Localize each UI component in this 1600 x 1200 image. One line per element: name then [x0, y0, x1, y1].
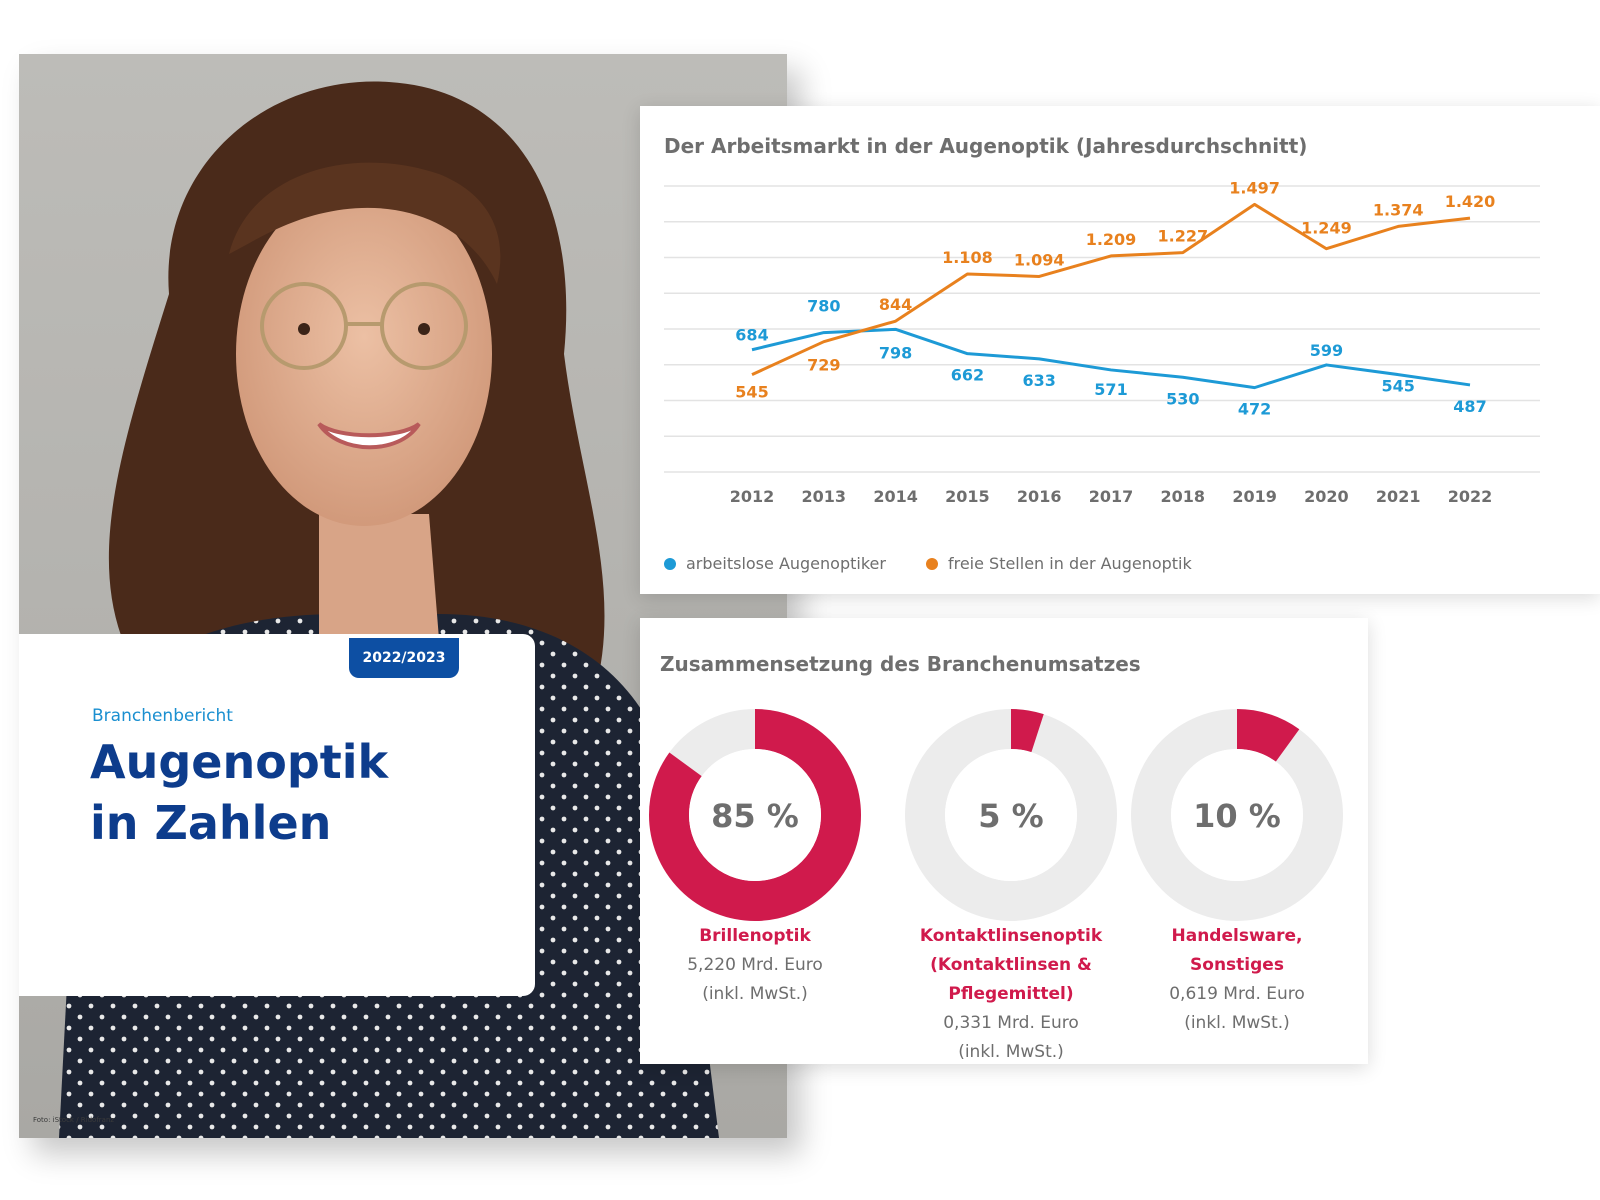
data-label: 684 — [735, 326, 768, 345]
cover-title-line1: Augenoptik — [90, 735, 389, 789]
cover-title-line2: in Zahlen — [90, 796, 332, 850]
donut-kontaktlinsenoptik: 5 % Kontaktlinsenoptik (Kontaktlinsen & … — [866, 708, 1156, 1067]
data-label: 530 — [1166, 389, 1199, 408]
legend-dot-blue — [664, 557, 676, 570]
donut-percent-label: 85 % — [711, 797, 799, 835]
data-label: 599 — [1310, 341, 1343, 360]
slice-amount: 0,619 Mrd. Euro — [1169, 984, 1305, 1004]
line-chart: 2012 2013 2014 2015 2016 2017 2018 2019 2020 2021… — [664, 178, 1540, 506]
slice-name-line2: (Kontaktlinsen & Pflegemittel) — [930, 955, 1092, 1004]
donut-hole — [1171, 749, 1303, 881]
donut-hole — [945, 749, 1077, 881]
data-label: 545 — [1381, 377, 1414, 396]
legend-item-vacancies: freie Stellen in der Augenoptik — [925, 554, 1192, 573]
data-label: 472 — [1238, 400, 1271, 419]
x-tick-label: 2013 — [802, 487, 847, 506]
data-label: 571 — [1094, 380, 1127, 399]
cover-title-card: 2022/2023 Branchenbericht Augenoptik in … — [19, 634, 535, 996]
data-label: 729 — [807, 356, 840, 375]
data-label: 487 — [1453, 397, 1486, 416]
slice-name: Handelsware, — [1171, 926, 1303, 946]
data-label: 1.108 — [942, 248, 993, 267]
slice-note: (inkl. MwSt.) — [1184, 1013, 1290, 1033]
x-tick-label: 2012 — [730, 487, 775, 506]
slice-amount: 5,220 Mrd. Euro — [687, 955, 823, 975]
legend-label-unemployed: arbeitslose Augenoptiker — [686, 554, 886, 573]
series-line-vacancies — [751, 202, 1471, 376]
series-line-unemployed — [751, 327, 1471, 390]
donut-hole — [689, 749, 821, 881]
data-label: 1.249 — [1301, 219, 1352, 238]
x-tick-label: 2019 — [1232, 487, 1277, 506]
slice-name: Kontaktlinsenoptik — [919, 926, 1103, 946]
year-badge: 2022/2023 — [349, 638, 459, 678]
data-label: 798 — [879, 343, 912, 362]
x-tick-label: 2016 — [1017, 487, 1062, 506]
slice-note: (inkl. MwSt.) — [702, 984, 808, 1004]
x-tick-label: 2020 — [1304, 487, 1349, 506]
x-tick-label: 2018 — [1161, 487, 1206, 506]
cover-kicker: Branchenbericht — [92, 706, 233, 726]
donut-brillenoptik: 85 % Brillenoptik 5,220 Mrd. Euro (inkl.… — [642, 708, 868, 1009]
data-label: 1.374 — [1373, 200, 1424, 219]
slice-name: Brillenoptik — [699, 926, 811, 946]
data-label: 780 — [807, 297, 840, 316]
donut-chart-title: Zusammensetzung des Branchenumsatzes — [660, 652, 1141, 676]
donut-handelsware: 10 % Handelsware, Sonstiges 0,619 Mrd. E… — [1124, 708, 1350, 1038]
data-label: 1.497 — [1229, 178, 1280, 197]
x-tick-label: 2014 — [873, 487, 918, 506]
legend-label-vacancies: freie Stellen in der Augenoptik — [947, 554, 1192, 573]
slice-name-line2: Sonstiges — [1190, 955, 1284, 975]
photo-credit: Foto: iStock / Ridofranz — [33, 1116, 115, 1124]
smile-shape — [317, 422, 421, 450]
data-label: 1.209 — [1086, 230, 1137, 249]
donut-label-kontaktlinsenoptik: Kontaktlinsenoptik (Kontaktlinsen & Pfle… — [866, 922, 1156, 1067]
data-label: 1.094 — [1014, 250, 1065, 269]
slice-note: (inkl. MwSt.) — [958, 1042, 1064, 1062]
donut-slice — [649, 709, 861, 921]
donut-chart-kontaktlinsenoptik: 5 % — [905, 709, 1117, 921]
x-tick-label: 2022 — [1448, 487, 1493, 506]
slice-amount: 0,331 Mrd. Euro — [943, 1013, 1079, 1033]
data-label: 633 — [1022, 371, 1055, 390]
donut-percent-label: 5 % — [978, 797, 1043, 835]
line-chart-legend: arbeitslose Augenoptiker freie Stellen i… — [664, 554, 1192, 573]
data-label: 1.420 — [1445, 192, 1496, 211]
donut-chart-handelsware: 10 % — [1131, 709, 1343, 921]
face-shape — [236, 182, 492, 526]
donut-label-brillenoptik: Brillenoptik 5,220 Mrd. Euro (inkl. MwSt… — [642, 922, 868, 1009]
x-tick-label: 2015 — [945, 487, 990, 506]
x-tick-label: 2021 — [1376, 487, 1421, 506]
donut-chart-brillenoptik: 85 % — [649, 709, 861, 921]
data-label: 844 — [879, 295, 912, 314]
revenue-composition-panel: Zusammensetzung des Branchenumsatzes 85 … — [640, 618, 1368, 1064]
donut-label-handelsware: Handelsware, Sonstiges 0,619 Mrd. Euro (… — [1124, 922, 1350, 1038]
cover-title: Augenoptik in Zahlen — [90, 732, 388, 854]
donut-slice — [1131, 709, 1343, 921]
legend-dot-orange — [925, 557, 938, 570]
donut-slice — [905, 709, 1117, 921]
line-chart-title: Der Arbeitsmarkt in der Augenoptik (Jahr… — [664, 134, 1308, 158]
neck-shape — [319, 514, 439, 666]
labour-market-chart-panel: Der Arbeitsmarkt in der Augenoptik (Jahr… — [640, 106, 1600, 594]
donut-percent-label: 10 % — [1193, 797, 1281, 835]
legend-item-unemployed: arbeitslose Augenoptiker — [664, 554, 886, 573]
data-label: 1.227 — [1157, 227, 1208, 246]
hair-front — [229, 162, 501, 284]
data-label: 545 — [735, 383, 768, 402]
x-tick-label: 2017 — [1089, 487, 1134, 506]
data-label: 662 — [951, 366, 984, 385]
